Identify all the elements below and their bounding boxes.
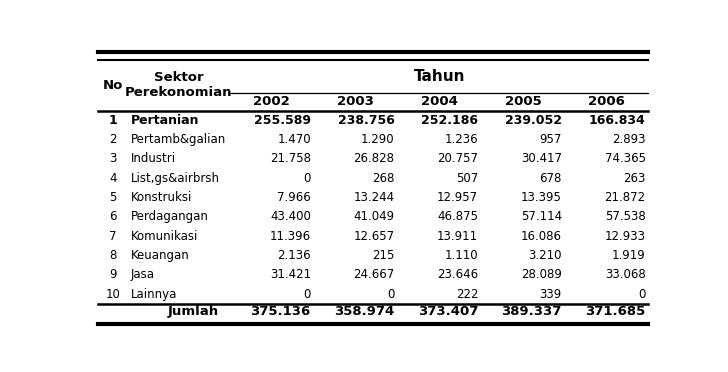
- Text: 2.136: 2.136: [277, 249, 311, 262]
- Text: 3.210: 3.210: [529, 249, 562, 262]
- Text: 238.756: 238.756: [338, 114, 395, 127]
- Text: 678: 678: [539, 172, 562, 185]
- Text: 20.757: 20.757: [438, 153, 478, 166]
- Text: 41.049: 41.049: [353, 210, 395, 223]
- Text: 1.110: 1.110: [445, 249, 478, 262]
- Text: 13.395: 13.395: [521, 191, 562, 204]
- Text: 957: 957: [539, 133, 562, 146]
- Text: 252.186: 252.186: [422, 114, 478, 127]
- Text: 2003: 2003: [337, 96, 374, 108]
- Text: 16.086: 16.086: [521, 230, 562, 243]
- Text: 0: 0: [304, 172, 311, 185]
- Text: List,gs&airbrsh: List,gs&airbrsh: [131, 172, 220, 185]
- Text: 12.657: 12.657: [353, 230, 395, 243]
- Text: 11.396: 11.396: [269, 230, 311, 243]
- Text: 268: 268: [372, 172, 395, 185]
- Text: Sektor
Perekonomian: Sektor Perekonomian: [125, 71, 233, 99]
- Text: 33.068: 33.068: [605, 268, 646, 281]
- Text: 13.911: 13.911: [437, 230, 478, 243]
- Text: Komunikasi: Komunikasi: [131, 230, 198, 243]
- Text: 21.872: 21.872: [604, 191, 646, 204]
- Text: 222: 222: [456, 288, 478, 301]
- Text: Konstruksi: Konstruksi: [131, 191, 192, 204]
- Text: 215: 215: [372, 249, 395, 262]
- Text: 74.365: 74.365: [605, 153, 646, 166]
- Text: 0: 0: [638, 288, 646, 301]
- Text: 57.538: 57.538: [605, 210, 646, 223]
- Text: 2.893: 2.893: [612, 133, 646, 146]
- Text: 2006: 2006: [588, 96, 625, 108]
- Text: 26.828: 26.828: [354, 153, 395, 166]
- Text: 0: 0: [304, 288, 311, 301]
- Text: 2004: 2004: [421, 96, 458, 108]
- Text: 1.919: 1.919: [612, 249, 646, 262]
- Text: 7.966: 7.966: [277, 191, 311, 204]
- Text: 255.589: 255.589: [254, 114, 311, 127]
- Text: 6: 6: [109, 210, 116, 223]
- Text: Tahun: Tahun: [414, 69, 465, 84]
- Text: 13.244: 13.244: [353, 191, 395, 204]
- Text: Jumlah: Jumlah: [167, 305, 219, 318]
- Text: 166.834: 166.834: [589, 114, 646, 127]
- Text: 375.136: 375.136: [250, 305, 311, 318]
- Text: 0: 0: [387, 288, 395, 301]
- Text: 373.407: 373.407: [418, 305, 478, 318]
- Text: 24.667: 24.667: [353, 268, 395, 281]
- Text: 30.417: 30.417: [521, 153, 562, 166]
- Text: 507: 507: [456, 172, 478, 185]
- Text: 2: 2: [109, 133, 116, 146]
- Text: 263: 263: [623, 172, 646, 185]
- Text: 10: 10: [106, 288, 120, 301]
- Text: No: No: [103, 79, 123, 92]
- Text: 358.974: 358.974: [334, 305, 395, 318]
- Text: 4: 4: [109, 172, 116, 185]
- Text: Perdagangan: Perdagangan: [131, 210, 209, 223]
- Text: 46.875: 46.875: [438, 210, 478, 223]
- Text: 43.400: 43.400: [270, 210, 311, 223]
- Text: 2002: 2002: [253, 96, 290, 108]
- Text: 9: 9: [109, 268, 116, 281]
- Text: 389.337: 389.337: [502, 305, 562, 318]
- Text: 1: 1: [108, 114, 117, 127]
- Text: 57.114: 57.114: [521, 210, 562, 223]
- Text: 3: 3: [109, 153, 116, 166]
- Text: 7: 7: [109, 230, 116, 243]
- Text: Lainnya: Lainnya: [131, 288, 177, 301]
- Text: 8: 8: [109, 249, 116, 262]
- Text: 339: 339: [539, 288, 562, 301]
- Text: Pertamb&galian: Pertamb&galian: [131, 133, 226, 146]
- Text: 23.646: 23.646: [437, 268, 478, 281]
- Text: 2005: 2005: [505, 96, 541, 108]
- Text: 12.933: 12.933: [605, 230, 646, 243]
- Text: Jasa: Jasa: [131, 268, 155, 281]
- Text: Keuangan: Keuangan: [131, 249, 189, 262]
- Text: Pertanian: Pertanian: [131, 114, 199, 127]
- Text: 239.052: 239.052: [505, 114, 562, 127]
- Text: 1.290: 1.290: [361, 133, 395, 146]
- Text: 31.421: 31.421: [269, 268, 311, 281]
- Text: Industri: Industri: [131, 153, 176, 166]
- Text: 1.470: 1.470: [277, 133, 311, 146]
- Text: 5: 5: [109, 191, 116, 204]
- Text: 12.957: 12.957: [437, 191, 478, 204]
- Text: 21.758: 21.758: [270, 153, 311, 166]
- Text: 28.089: 28.089: [521, 268, 562, 281]
- Text: 1.236: 1.236: [445, 133, 478, 146]
- Text: 371.685: 371.685: [585, 305, 646, 318]
